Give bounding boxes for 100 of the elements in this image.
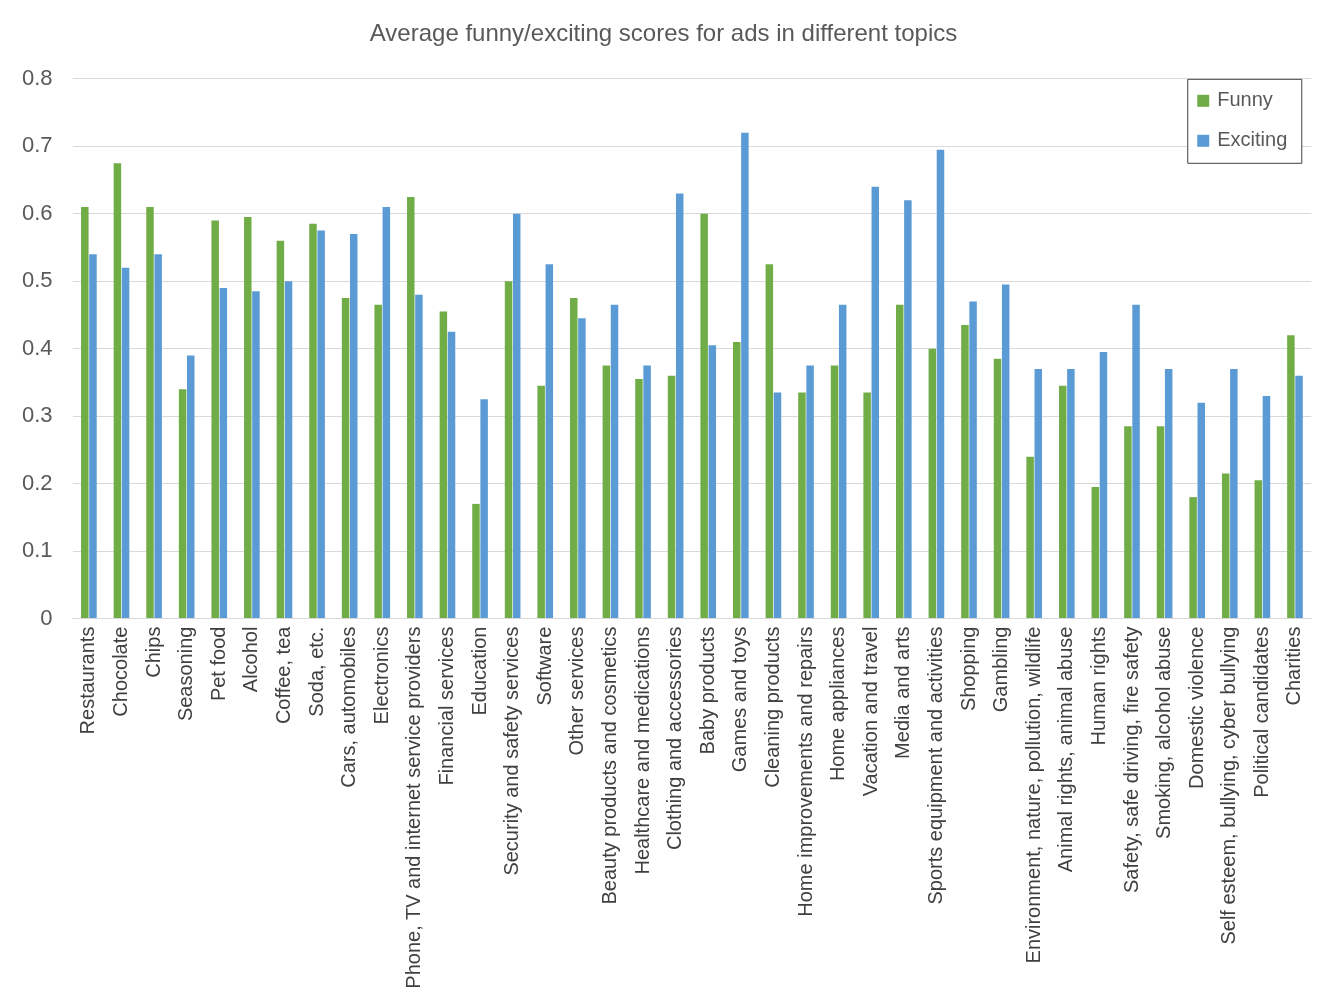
- bar: [928, 348, 937, 619]
- bar: [1091, 487, 1100, 619]
- x-tick-label: Pet food: [206, 626, 229, 702]
- y-tick-label: 0.8: [21, 64, 53, 90]
- bar: [439, 311, 448, 619]
- bar: [382, 207, 391, 619]
- bar: [309, 223, 317, 619]
- x-tick-label: Software: [532, 626, 555, 706]
- bar: [512, 213, 521, 619]
- bar: [252, 291, 260, 619]
- x-tick-label: Games and toys: [728, 626, 751, 773]
- y-tick-label: 0.3: [21, 402, 53, 428]
- bar: [961, 325, 969, 619]
- bar: [578, 318, 586, 619]
- bar: [89, 254, 97, 619]
- bar: [1189, 497, 1197, 619]
- bar: [863, 392, 871, 619]
- x-tick-label: Seasoning: [174, 626, 197, 722]
- x-tick-label: Cleaning products: [760, 626, 783, 788]
- bar: [244, 217, 252, 619]
- bar: [904, 200, 912, 619]
- bar: [1132, 304, 1140, 619]
- bar: [374, 304, 382, 619]
- bar: [284, 281, 293, 619]
- bar: [1295, 375, 1303, 619]
- x-tick-label: Home improvements and repairs: [793, 626, 816, 917]
- bar: [1124, 426, 1132, 619]
- x-tick-label: Alcohol: [239, 626, 262, 693]
- bar: [1026, 456, 1034, 619]
- x-tick-label: Financial services: [434, 626, 457, 786]
- bar: [219, 287, 228, 619]
- x-tick-label: Shopping: [956, 626, 979, 712]
- x-tick-label: Charities: [1282, 626, 1305, 706]
- bar: [178, 389, 187, 619]
- bar: [1197, 402, 1206, 619]
- bar: [480, 399, 488, 619]
- bar: [830, 365, 839, 619]
- bar: [570, 298, 578, 619]
- x-tick-label: Coffee, tea: [271, 625, 294, 725]
- x-tick-label: Security and safety services: [500, 626, 523, 876]
- x-tick-label: Animal rights, animal abuse: [1054, 626, 1077, 873]
- x-tick-label: Cars, automobiles: [337, 626, 360, 788]
- bar: [1034, 368, 1043, 619]
- x-tick-label: Phone, TV and internet service providers: [402, 626, 425, 989]
- chart-title: Average funny/exciting scores for ads in different topics: [369, 19, 958, 47]
- bar: [969, 301, 977, 619]
- bar: [741, 132, 749, 619]
- x-tick-label: Human rights: [1086, 626, 1109, 746]
- bar: [1262, 395, 1271, 619]
- bar: [733, 341, 741, 619]
- x-tick-label: Self esteem, bullying, cyber bullying: [1217, 626, 1240, 945]
- bar: [708, 345, 717, 619]
- x-tick-label: Soda, etc.: [304, 626, 327, 717]
- x-tick-label: Sports equipment and activities: [923, 626, 946, 905]
- x-tick-label: Media and arts: [891, 626, 914, 759]
- bar: [146, 207, 154, 619]
- x-tick-label: Domestic violence: [1184, 626, 1207, 789]
- bar: [276, 240, 285, 619]
- bar: [341, 298, 350, 619]
- bar: [1164, 368, 1173, 619]
- y-tick-label: 0.6: [21, 199, 53, 225]
- bar: [545, 264, 554, 619]
- bar: [602, 365, 611, 619]
- bar: [415, 294, 423, 619]
- bar: [773, 392, 782, 619]
- bar: [643, 365, 651, 619]
- x-tick-label: Restaurants: [76, 626, 99, 735]
- y-tick-label: 0.2: [21, 469, 53, 495]
- bar: [765, 264, 774, 619]
- bar: [1067, 368, 1075, 619]
- bar: [1254, 480, 1263, 619]
- x-tick-label: Chocolate: [108, 626, 131, 717]
- y-tick-label: 0.1: [21, 537, 53, 563]
- x-tick-label: Beauty products and cosmetics: [597, 626, 620, 905]
- bar: [798, 392, 806, 619]
- legend-label: Funny: [1217, 88, 1273, 111]
- bar: [1221, 473, 1230, 619]
- bar: [700, 213, 708, 619]
- bar: [635, 379, 643, 619]
- x-tick-label: Safety, safe driving, fire safety: [1119, 626, 1142, 894]
- bar: [121, 267, 130, 619]
- bar: [1156, 426, 1165, 619]
- x-tick-label: Environment, nature, pollution, wildlife: [1021, 626, 1044, 964]
- legend-label: Exciting: [1217, 128, 1288, 151]
- x-tick-label: Other services: [565, 626, 588, 756]
- x-tick-label: Education: [467, 626, 490, 716]
- bar: [806, 365, 814, 619]
- x-tick-label: Clothing and accessories: [663, 626, 686, 851]
- bar: [895, 304, 904, 619]
- bar: [1058, 385, 1067, 619]
- bar: [154, 254, 162, 619]
- bar: [317, 230, 325, 619]
- bar: [504, 281, 513, 619]
- x-tick-label: Political candidates: [1249, 626, 1272, 798]
- bar: [610, 304, 619, 619]
- y-tick-label: 0: [40, 604, 53, 630]
- x-tick-label: Home appliances: [826, 626, 849, 782]
- y-tick-label: 0.5: [21, 267, 53, 293]
- y-tick-label: 0.4: [21, 334, 53, 360]
- bar: [871, 186, 880, 619]
